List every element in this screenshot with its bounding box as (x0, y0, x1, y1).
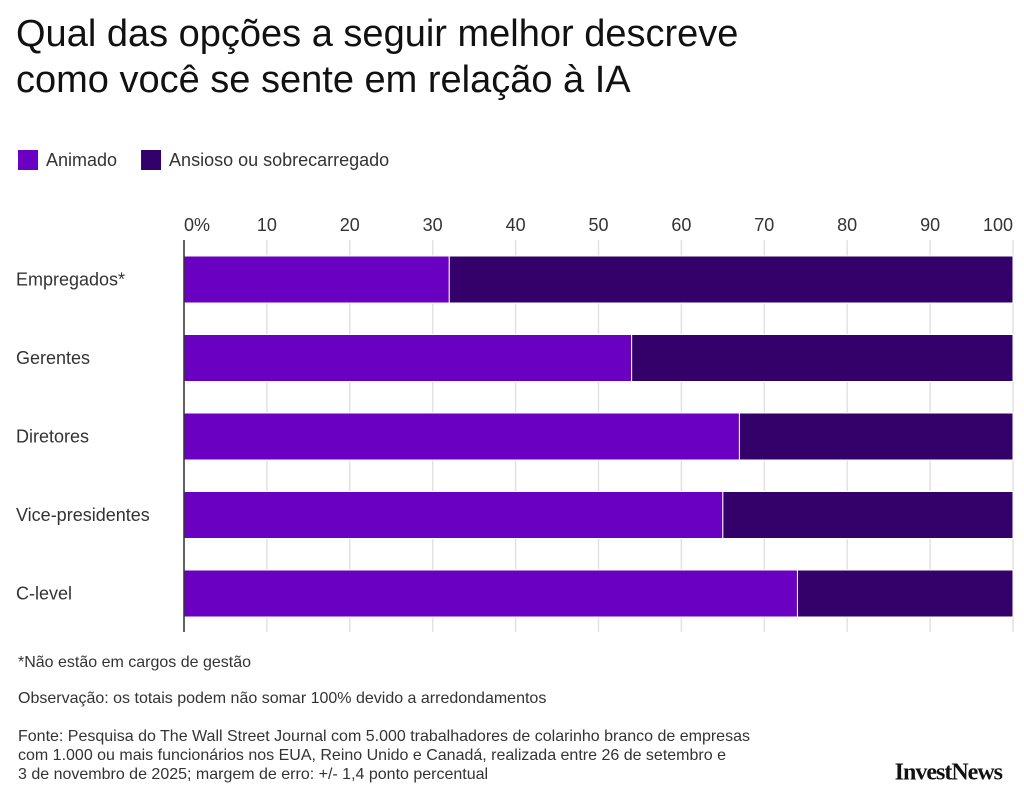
source: com 1.000 ou mais funcionários nos EUA, … (18, 747, 726, 764)
x-tick-label: 40 (506, 215, 526, 235)
bar-segment (183, 255, 450, 304)
x-tick-label: 0% (184, 215, 210, 235)
bar-segment (738, 412, 1014, 461)
y-tick-label: Diretores (16, 426, 89, 446)
y-tick-label: Empregados* (16, 269, 125, 289)
legend-swatch (18, 150, 38, 170)
chart-title: Qual das opções a seguir melhor descreve (16, 13, 738, 55)
bar-segment (183, 569, 798, 618)
source: 3 de novembro de 2025; margem de erro: +… (18, 766, 488, 783)
bar-segment (183, 412, 740, 461)
bar-segment (183, 334, 633, 382)
chart-title: como você se sente em relação à IA (16, 59, 631, 101)
note: Observação: os totais podem não somar 10… (18, 690, 546, 707)
x-tick-label: 30 (423, 215, 443, 235)
x-tick-label: 100 (983, 215, 1013, 235)
legend-swatch (141, 150, 162, 170)
logo: InvestNews (895, 760, 1003, 786)
x-tick-label: 50 (588, 215, 608, 235)
x-tick-label: 90 (920, 215, 940, 235)
x-tick-label: 70 (754, 215, 774, 235)
y-tick-label: Gerentes (16, 348, 90, 368)
x-tick-label: 80 (837, 215, 857, 235)
legend-label: Ansioso ou sobrecarregado (169, 150, 389, 170)
bar-segment (722, 491, 1014, 539)
y-tick-label: C-level (16, 583, 72, 603)
legend-label: Animado (46, 150, 117, 170)
bar-segment (448, 255, 1014, 304)
x-tick-label: 20 (340, 215, 360, 235)
note: *Não estão em cargos de gestão (18, 654, 251, 671)
source: Fonte: Pesquisa do The Wall Street Journ… (18, 728, 750, 745)
bar-segment (796, 569, 1014, 618)
bar-segment (183, 491, 724, 539)
x-tick-label: 60 (671, 215, 691, 235)
x-tick-label: 10 (257, 215, 277, 235)
y-tick-label: Vice-presidentes (16, 505, 150, 525)
bar-segment (631, 334, 1014, 382)
